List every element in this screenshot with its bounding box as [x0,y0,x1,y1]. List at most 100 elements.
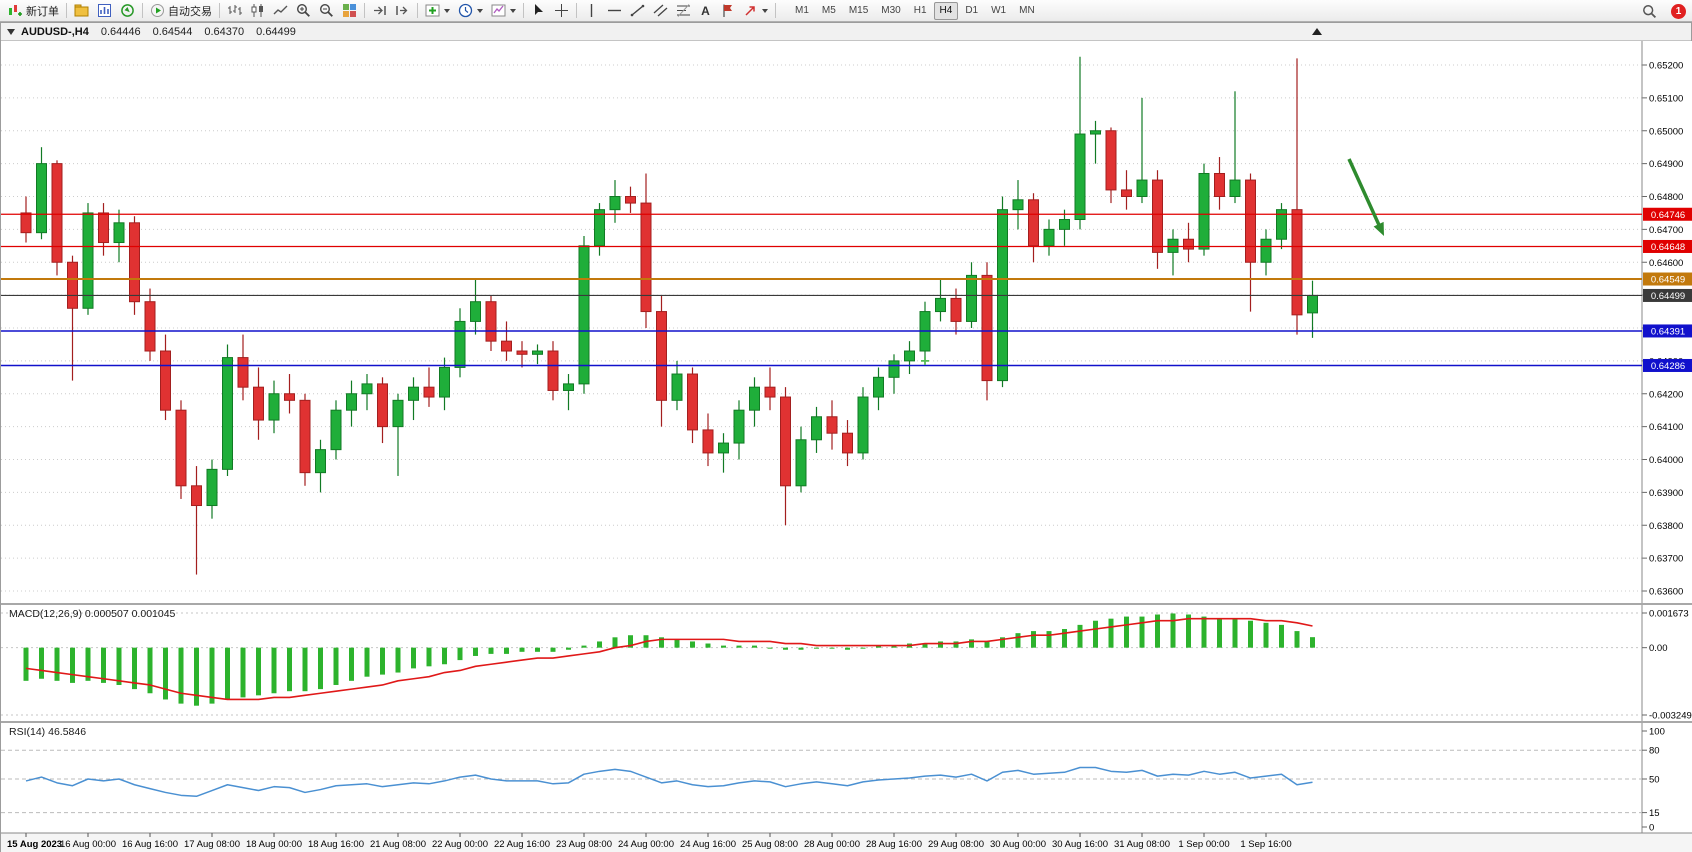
profiles-button[interactable] [70,1,93,20]
svg-text:80: 80 [1649,746,1660,757]
text-button[interactable]: A [695,1,716,20]
chevron-down-icon [477,8,483,13]
toolbar-separator [523,3,524,18]
navigator-button[interactable] [116,1,139,20]
text-label-button[interactable] [716,1,739,20]
trendline-button[interactable] [626,1,649,20]
fibonacci-button[interactable] [672,1,695,20]
equidistant-channel-button[interactable] [649,1,672,20]
periods-clock-icon [458,3,473,18]
panel-splitters[interactable] [1,603,1692,723]
svg-text:30 Aug 16:00: 30 Aug 16:00 [1052,839,1108,850]
candlestick-chart-icon [250,3,265,18]
svg-text:16 Aug 16:00: 16 Aug 16:00 [122,839,178,850]
tile-windows-button[interactable] [338,1,361,20]
svg-text:17 Aug 08:00: 17 Aug 08:00 [184,839,240,850]
svg-text:15 Aug 2023: 15 Aug 2023 [7,839,62,850]
svg-text:0.64746: 0.64746 [1651,210,1685,221]
text-tool-icon: A [701,3,710,18]
svg-text:0.63800: 0.63800 [1649,521,1683,532]
timeframe-w1-button[interactable]: W1 [985,2,1012,20]
chart-canvas[interactable]: 0.65200 0.65100 0.65000 0.64900 0.64800 0.647… [1,41,1692,852]
svg-text:29 Aug 08:00: 29 Aug 08:00 [928,839,984,850]
indicators-button[interactable] [421,1,454,20]
svg-text:0.64100: 0.64100 [1649,422,1683,433]
toolbar-separator [66,3,67,18]
market-watch-button[interactable] [93,1,116,20]
indicators-add-icon [425,3,440,18]
bar-chart-button[interactable] [223,1,246,20]
timeframe-m1-button[interactable]: M1 [789,2,815,20]
auto-trading-button[interactable]: 自动交易 [146,1,216,20]
svg-text:15: 15 [1649,808,1660,819]
horizontal-line-icon [607,3,622,18]
timeframe-h4-button[interactable]: H4 [933,1,959,20]
profiles-icon [74,3,89,18]
cursor-button[interactable] [527,1,550,20]
svg-text:24 Aug 00:00: 24 Aug 00:00 [618,839,674,850]
timeframe-mn-button[interactable]: MN [1013,2,1041,20]
auto-trading-icon [150,3,165,18]
chart-shift-marker[interactable] [1312,28,1322,35]
svg-text:0.65100: 0.65100 [1649,93,1683,104]
crosshair-button[interactable] [550,1,573,20]
timeframe-m5-button[interactable]: M5 [816,2,842,20]
chart-shift-button[interactable] [391,1,414,20]
zoom-in-icon [296,3,311,18]
periods-button[interactable] [454,1,487,20]
notification-badge[interactable]: 1 [1671,3,1686,19]
toolbar-right-group: 1 [1638,0,1686,22]
rsi-name: RSI(14) [9,726,46,738]
rsi-panel[interactable]: 100 80 50 15 0 [1,727,1665,834]
svg-text:21 Aug 08:00: 21 Aug 08:00 [370,839,426,850]
chart-symbol-period: AUDUSD-,H4 [21,25,89,38]
auto-scroll-button[interactable] [368,1,391,20]
chevron-down-icon [444,8,450,13]
candlestick-series [20,56,1318,575]
chart-window: AUDUSD-,H4 0.64446 0.64544 0.64370 0.644… [0,22,1692,852]
zoom-in-button[interactable] [292,1,315,20]
timeframe-h1-button[interactable]: H1 [908,2,933,20]
trendline-icon [630,3,645,18]
toolbar-separator [364,3,365,18]
text-label-flag-icon [720,3,735,18]
main-toolbar: 新订单 自动交易 A [0,0,1692,22]
window-menu-icon[interactable] [7,28,15,35]
zoom-out-button[interactable] [315,1,338,20]
toolbar-separator [142,3,143,18]
svg-text:1 Sep 16:00: 1 Sep 16:00 [1240,839,1291,850]
svg-text:23 Aug 08:00: 23 Aug 08:00 [556,839,612,850]
macd-panel[interactable]: 0.001673 0.00 -0.003249 [1,609,1692,722]
svg-text:0.001673: 0.001673 [1649,609,1689,620]
chart-annotations[interactable] [921,158,1384,365]
horizontal-line-button[interactable] [603,1,626,20]
search-button[interactable] [1638,2,1661,21]
chart-area[interactable]: 0.65200 0.65100 0.65000 0.64900 0.64800 0.647… [1,41,1692,852]
timeframe-d1-button[interactable]: D1 [959,2,984,20]
templates-button[interactable] [487,1,520,20]
vertical-line-icon [584,3,599,18]
arrows-button[interactable] [739,1,772,20]
toolbar-separator [417,3,418,18]
timeframe-m15-button[interactable]: M15 [843,2,874,20]
toolbar-separator [219,3,220,18]
svg-text:28 Aug 00:00: 28 Aug 00:00 [804,839,860,850]
macd-signal-value: 0.001045 [131,608,176,620]
svg-text:0.64286: 0.64286 [1651,361,1685,372]
auto-trading-label: 自动交易 [168,5,212,18]
rsi-value: 46.5846 [48,726,87,738]
svg-text:0.64391: 0.64391 [1651,326,1685,337]
svg-text:18 Aug 00:00: 18 Aug 00:00 [246,839,302,850]
level-lines[interactable]: 0.64746 0.64648 0.64549 0.64499 0.64391 0.642… [1,207,1692,372]
svg-text:0.64700: 0.64700 [1649,225,1683,236]
toolbar-separator [775,3,776,18]
svg-text:0.64549: 0.64549 [1651,275,1685,286]
line-chart-button[interactable] [269,1,292,20]
macd-main-value: 0.000507 [84,608,129,620]
candlestick-chart-button[interactable] [246,1,269,20]
new-order-button[interactable]: 新订单 [4,1,63,20]
vertical-line-button[interactable] [580,1,603,20]
crosshair-icon [554,3,569,18]
timeframe-m30-button[interactable]: M30 [875,2,906,20]
